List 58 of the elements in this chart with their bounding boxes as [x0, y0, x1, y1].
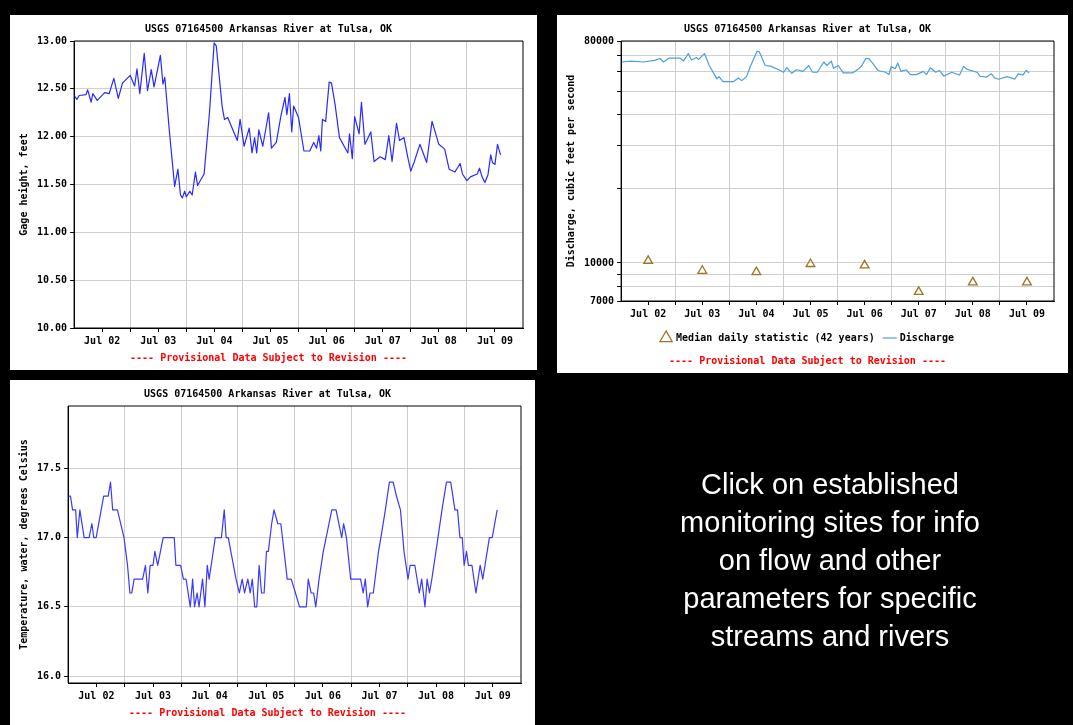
x-tick-label: Jul 04 — [191, 689, 228, 701]
x-tick-label: Jul 02 — [84, 334, 121, 346]
y-tick-label: 12.00 — [36, 130, 68, 142]
x-tick-label: Jul 07 — [364, 334, 401, 346]
y-tick-label: 17.5 — [36, 461, 62, 473]
x-tick-label: Jul 08 — [418, 689, 455, 701]
point — [751, 266, 762, 276]
point — [697, 265, 708, 274]
x-tick-label: Jul 05 — [792, 307, 829, 319]
x-tick-label: Jul 08 — [420, 334, 457, 346]
x-tick-label: Jul 03 — [684, 307, 721, 319]
text: Click on established monitoring sites for info on flow and other parameters for specific streams and rivers — [680, 467, 980, 654]
y-axis-title: Temperature, water, degrees Celsius — [17, 439, 29, 650]
x-tick-label: Jul 08 — [954, 307, 991, 319]
y-tick-label: 16.0 — [36, 669, 62, 681]
x-tick-label: Jul 06 — [846, 307, 883, 319]
y-axis-title: Discharge, cubic feet per second — [564, 74, 576, 268]
x-tick-label: Jul 07 — [900, 307, 937, 319]
y-tick-label: 7000 — [590, 294, 615, 306]
point — [859, 259, 870, 269]
point — [643, 255, 654, 264]
x-tick-label: Jul 06 — [304, 689, 341, 701]
x-tick-label: Jul 02 — [78, 689, 115, 701]
x-tick-label: Jul 04 — [738, 307, 775, 319]
y-axis-title: Gage height, feet — [17, 133, 29, 236]
x-tick-label: Jul 07 — [361, 689, 398, 701]
y-tick-label: 10000 — [583, 256, 615, 268]
y-tick-label: 10.00 — [36, 321, 68, 333]
chart-title: USGS 07164500 Arkansas River at Tulsa, OK — [684, 22, 931, 34]
y-tick-label: 80000 — [583, 34, 615, 46]
point — [1021, 276, 1032, 286]
y-tick-label: 10.50 — [36, 273, 68, 285]
y-tick-label: 17.0 — [36, 531, 62, 543]
x-tick-label: Jul 03 — [140, 334, 177, 346]
chart-title: USGS 07164500 Arkansas River at Tulsa, OK — [145, 22, 392, 34]
text: ---- Provisional Data Subject to Revision ---- — [129, 706, 406, 718]
x-tick-label: Jul 03 — [134, 689, 172, 701]
y-tick-label: 12.50 — [36, 82, 68, 94]
point — [805, 258, 816, 268]
legend-label: Discharge — [899, 331, 954, 343]
y-tick-label: 13.00 — [36, 34, 68, 46]
legend-label: Median daily statistic (42 years) — [676, 331, 875, 343]
x-tick-label: Jul 09 — [1008, 307, 1046, 319]
y-tick-label: 16.5 — [36, 600, 62, 612]
x-tick-label: Jul 04 — [196, 334, 233, 346]
point — [913, 286, 924, 295]
y-tick-label: 11.50 — [36, 178, 68, 190]
x-tick-label: Jul 09 — [476, 334, 514, 346]
y-tick-label: 11.00 — [36, 225, 68, 237]
chart-title: USGS 07164500 Arkansas River at Tulsa, OK — [144, 387, 391, 399]
text: ---- Provisional Data Subject to Revision ---- — [130, 351, 407, 363]
x-tick-label: Jul 06 — [308, 334, 345, 346]
x-tick-label: Jul 09 — [474, 689, 511, 701]
x-tick-label: Jul 05 — [252, 334, 289, 346]
x-tick-label: Jul 02 — [630, 307, 667, 319]
point — [967, 276, 978, 286]
x-tick-label: Jul 05 — [248, 689, 285, 701]
text: ---- Provisional Data Subject to Revision ---- — [669, 354, 946, 366]
